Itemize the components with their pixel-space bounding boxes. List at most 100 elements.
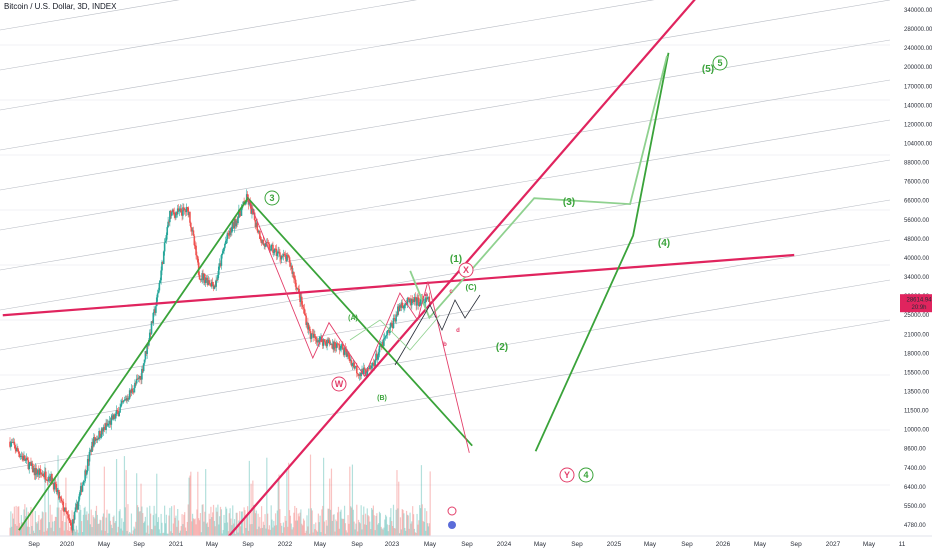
time-tick: 2025 (607, 541, 622, 548)
price-tick: 170000.00 (904, 84, 932, 90)
volume-bar (68, 530, 71, 540)
volume-bar (338, 528, 340, 540)
volume-bar (232, 505, 234, 540)
candle-body (172, 209, 175, 213)
candle-body (72, 519, 75, 521)
candle-body (325, 341, 328, 347)
volume-bar (12, 518, 15, 540)
volume-bar (347, 515, 349, 540)
candle-body (143, 359, 146, 364)
volume-bar (226, 508, 228, 540)
candle-body (425, 297, 428, 300)
wave-path[interactable] (534, 52, 670, 452)
volume-bar (114, 522, 116, 540)
candle-body (46, 480, 49, 481)
volume-bar (295, 520, 297, 540)
volume-bar (425, 530, 427, 540)
wave-label-w: W (335, 379, 344, 389)
wave-label-3b: (3) (563, 197, 575, 208)
event-marker[interactable] (447, 506, 457, 516)
candle-body (334, 341, 336, 348)
volume-bar (290, 523, 292, 540)
volume-bar (122, 530, 124, 540)
volume-bar (355, 523, 357, 540)
volume-bar (96, 514, 98, 540)
candle-body (412, 299, 415, 303)
flag-marker[interactable] (448, 521, 456, 529)
volume-bar (95, 505, 98, 540)
volume-bar (239, 511, 241, 540)
volume-bar (79, 505, 81, 540)
volume-bar (244, 510, 246, 540)
candle-body (165, 235, 168, 241)
volume-bar (214, 526, 216, 540)
volume-bar (78, 512, 80, 540)
candle-body (140, 375, 142, 380)
volume-bar (315, 522, 317, 540)
candle-body (262, 239, 265, 245)
candle-body (266, 242, 268, 243)
volume-bar (225, 506, 227, 540)
volume-bar (226, 522, 229, 540)
candle-body (324, 341, 327, 343)
candle-body (355, 365, 358, 374)
wave-path[interactable] (247, 198, 470, 453)
candle-body (164, 240, 167, 243)
volume-bar (219, 516, 221, 540)
volume-bar (150, 513, 152, 540)
volume-bar (311, 510, 313, 540)
volume-bar (350, 506, 352, 540)
candle-body (342, 343, 344, 350)
candle-body (286, 254, 288, 262)
candle-body (206, 277, 209, 285)
candle-body (116, 410, 119, 412)
candle-body (60, 498, 63, 502)
candle-body (71, 525, 73, 531)
candle-body (387, 330, 390, 331)
candle-body (10, 442, 12, 447)
candle-body (107, 424, 109, 426)
candle-body (134, 382, 136, 389)
candle-body (204, 280, 207, 283)
candle-body (386, 330, 389, 335)
candle-body (264, 243, 266, 247)
volume-bar (294, 505, 296, 540)
volume-bar (115, 521, 117, 540)
volume-bar (137, 507, 140, 540)
trend-line[interactable] (205, 0, 807, 550)
candle-body (219, 263, 222, 266)
volume-bar (70, 526, 72, 540)
candle-body (148, 332, 151, 340)
volume-bar (176, 526, 178, 540)
price-tick: 200000.00 (904, 65, 932, 71)
volume-bar (289, 515, 292, 540)
candle-body (339, 348, 341, 350)
chart-title: Bitcoin / U.S. Dollar, 3D, INDEX (4, 2, 117, 11)
wave-path[interactable] (18, 196, 473, 531)
candle-body (331, 343, 334, 345)
candle-body (274, 248, 277, 250)
candle-body (312, 333, 314, 338)
candle-body (254, 219, 257, 228)
candle-body (168, 221, 170, 223)
price-tick: 66000.00 (904, 199, 930, 205)
candle-body (245, 202, 247, 205)
volume-bar (75, 525, 77, 540)
candle-body (279, 256, 282, 260)
candle-body (376, 355, 379, 360)
trend-line[interactable] (2, 253, 795, 317)
candle-body (326, 339, 328, 347)
candle-body (9, 441, 11, 447)
time-tick: May (863, 541, 876, 548)
wave-path[interactable] (409, 55, 668, 320)
candle-body (428, 296, 431, 302)
candle-body (201, 273, 203, 279)
candle-body (41, 473, 44, 475)
candle-body (72, 519, 74, 531)
volume-bar (120, 528, 122, 540)
volume-bar (394, 528, 396, 540)
candle-body (238, 209, 240, 218)
volume-bar (115, 459, 118, 540)
volume-bar (187, 504, 189, 540)
